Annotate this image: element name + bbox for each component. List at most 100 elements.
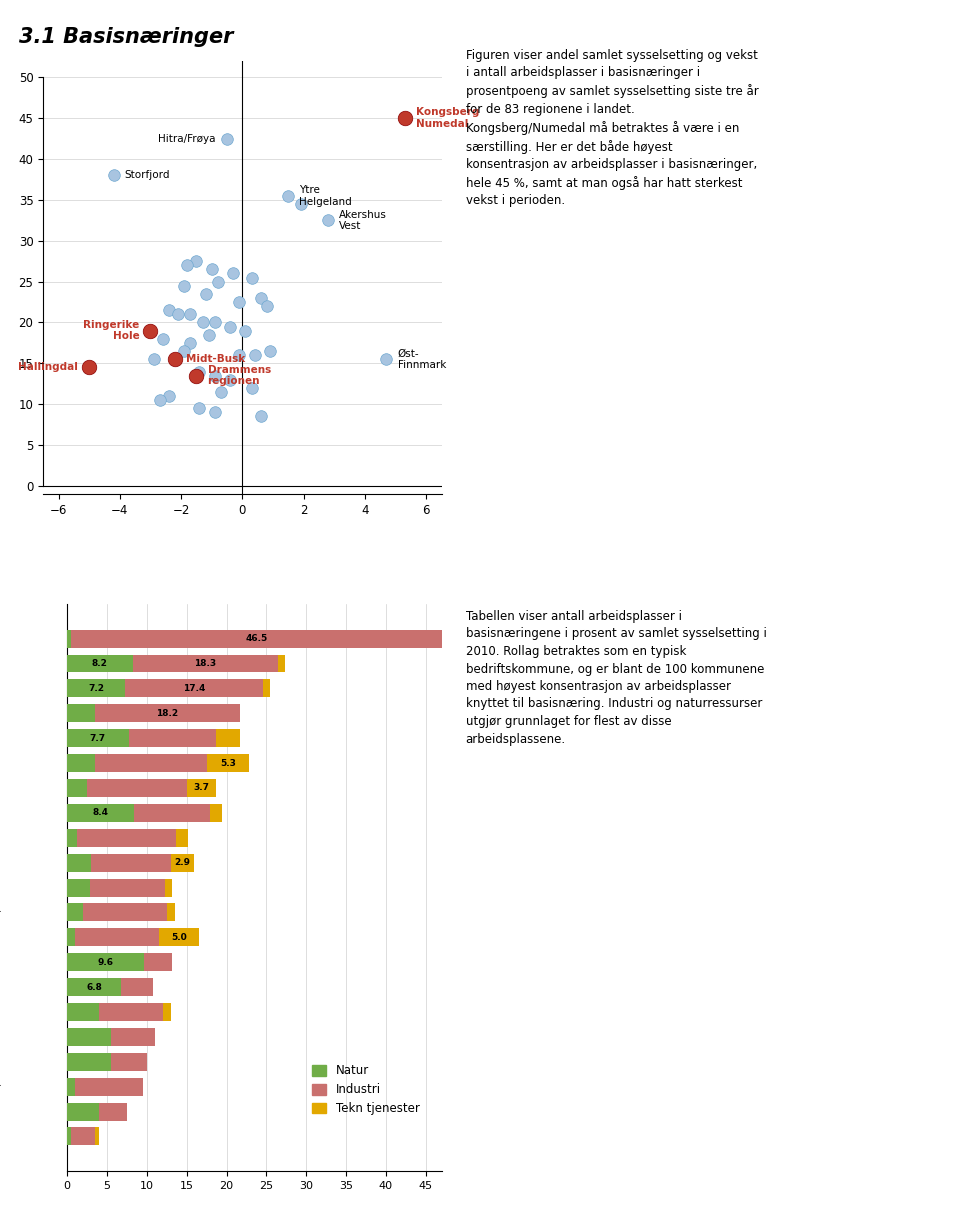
Text: 8.2: 8.2: [92, 659, 108, 669]
Point: [155, 329, 170, 349]
Bar: [67, 904, 84, 921]
Text: Ringerike
Hole: Ringerike Hole: [84, 320, 139, 342]
Text: Kongsberg
Numedal: Kongsberg Numedal: [416, 107, 479, 129]
Text: Storfjord: Storfjord: [125, 171, 170, 181]
Point: [161, 387, 177, 406]
Bar: [111, 1053, 147, 1071]
Point: [220, 129, 235, 149]
Point: [244, 378, 259, 398]
Bar: [95, 754, 206, 772]
Point: [262, 342, 277, 361]
Bar: [67, 953, 144, 971]
Point: [238, 321, 253, 340]
Bar: [75, 928, 158, 947]
Point: [195, 312, 210, 332]
Bar: [84, 904, 167, 921]
Point: [253, 406, 269, 426]
Bar: [95, 704, 240, 722]
Point: [210, 272, 226, 292]
Text: Tabellen viser antall arbeidsplasser i
basisnæringene i prosent av samlet syssel: Tabellen viser antall arbeidsplasser i b…: [466, 610, 766, 745]
Point: [82, 357, 97, 377]
Bar: [67, 1103, 99, 1120]
Point: [223, 370, 238, 389]
Bar: [67, 828, 77, 847]
Text: 3.1 Basisnæringer: 3.1 Basisnæringer: [19, 27, 233, 46]
Point: [259, 296, 275, 316]
Bar: [67, 780, 87, 797]
Bar: [134, 804, 210, 822]
Bar: [91, 854, 171, 871]
Point: [189, 251, 204, 271]
Point: [231, 345, 247, 365]
Bar: [67, 704, 95, 722]
Text: Hallingdal: Hallingdal: [18, 362, 78, 372]
Point: [207, 403, 223, 422]
Bar: [158, 928, 199, 947]
Point: [177, 342, 192, 361]
Bar: [71, 1127, 95, 1146]
Text: Øst-
Finnmark: Øst- Finnmark: [397, 349, 446, 370]
Text: Hitra/Frøya: Hitra/Frøya: [158, 134, 216, 144]
Point: [247, 345, 262, 365]
Text: 5.3: 5.3: [220, 759, 235, 767]
Text: 18.3: 18.3: [194, 659, 216, 669]
Bar: [263, 680, 270, 698]
Bar: [165, 878, 172, 897]
Point: [280, 187, 296, 206]
Point: [244, 268, 259, 288]
Bar: [75, 1077, 143, 1096]
Point: [379, 349, 395, 368]
Bar: [67, 1003, 99, 1021]
Text: 17.4: 17.4: [182, 684, 205, 693]
Point: [177, 276, 192, 295]
Point: [152, 390, 167, 410]
Point: [161, 300, 177, 320]
Bar: [67, 928, 75, 947]
Text: 7.2: 7.2: [88, 684, 104, 693]
Point: [223, 317, 238, 337]
Text: 6.8: 6.8: [86, 982, 102, 992]
Bar: [210, 804, 222, 822]
Point: [198, 284, 213, 304]
Bar: [89, 878, 165, 897]
Point: [189, 366, 204, 386]
Point: [397, 109, 413, 128]
Point: [170, 305, 185, 325]
Bar: [186, 780, 216, 797]
Bar: [171, 854, 194, 871]
Point: [204, 260, 220, 279]
Bar: [99, 1003, 163, 1021]
Text: 3.7: 3.7: [193, 783, 209, 793]
Bar: [67, 804, 134, 822]
Legend: Natur, Industri, Tekn tjenester: Natur, Industri, Tekn tjenester: [307, 1060, 424, 1120]
Point: [201, 325, 216, 344]
Bar: [67, 680, 125, 698]
Point: [207, 312, 223, 332]
Point: [167, 349, 182, 368]
Text: 8.4: 8.4: [93, 809, 108, 817]
Bar: [129, 730, 216, 747]
Bar: [71, 630, 442, 648]
Point: [146, 349, 161, 368]
Bar: [206, 754, 249, 772]
Point: [192, 399, 207, 418]
Text: 9.6: 9.6: [97, 958, 113, 966]
Bar: [278, 655, 285, 672]
Point: [226, 264, 241, 283]
Bar: [163, 1003, 171, 1021]
Point: [143, 321, 158, 340]
Text: Akershus
Vest: Akershus Vest: [339, 210, 387, 231]
Point: [231, 293, 247, 312]
Bar: [167, 904, 175, 921]
Bar: [216, 730, 240, 747]
Point: [213, 382, 228, 401]
Point: [182, 333, 198, 353]
Text: Drammens
regionen: Drammens regionen: [207, 365, 271, 387]
Bar: [125, 680, 263, 698]
Point: [253, 288, 269, 307]
Text: 2.9: 2.9: [175, 858, 190, 867]
Point: [180, 255, 195, 274]
Bar: [132, 655, 278, 672]
Point: [192, 362, 207, 382]
Bar: [77, 828, 177, 847]
